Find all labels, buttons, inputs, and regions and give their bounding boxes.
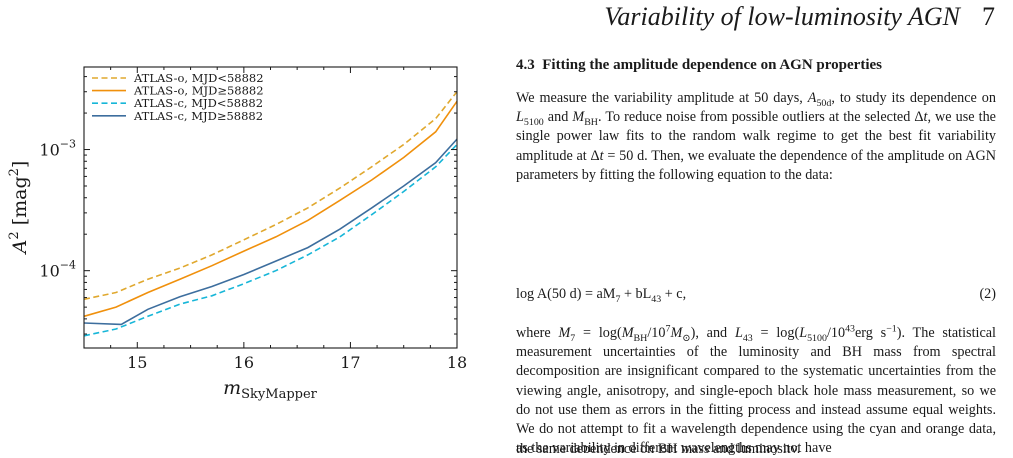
legend-label-1: ATLAS-o, MJD<58882	[133, 71, 264, 85]
text-run: ), and	[690, 325, 735, 341]
text-run: , we use the single power law fits to th…	[516, 109, 996, 164]
symbol: t	[599, 147, 604, 164]
superscript: −1	[886, 323, 897, 335]
y-axis-label: A2 [mag2]	[7, 161, 31, 256]
text-run: erg s	[855, 325, 887, 341]
series-line-4	[83, 138, 458, 326]
y-tick-label: 10−4	[39, 259, 76, 281]
subscript: 7	[570, 332, 576, 344]
superscript: 43	[845, 323, 855, 335]
y-axis-label-base: A	[9, 240, 31, 256]
superscript: 7	[665, 323, 671, 335]
equation-part: log A(50 d) = aM	[516, 286, 616, 302]
equation: log A(50 d) = aM7 + bL43 + c, (2)	[516, 286, 996, 305]
symbol: t	[923, 109, 928, 126]
y-axis-label-sup: 2	[7, 231, 22, 239]
text-run: and	[543, 109, 573, 126]
running-title: Variability of low-luminosity AGN	[604, 2, 960, 31]
x-tick-label: 18	[447, 353, 467, 372]
x-axis-label: mSkyMapper	[223, 377, 318, 402]
series-line-3	[83, 143, 458, 337]
equation-subscript: 43	[651, 293, 662, 305]
x-tick-label: 17	[340, 353, 360, 372]
section-title: Fitting the amplitude dependence on AGN …	[542, 57, 882, 73]
symbol: L	[516, 109, 524, 126]
symbol: M	[572, 109, 585, 126]
series-line-1	[83, 91, 458, 301]
axis-ticks: 15 16 17 18 10−4 10−3	[39, 67, 467, 372]
x-axis-label-sub: SkyMapper	[241, 387, 318, 402]
legend-label-2: ATLAS-o, MJD≥58882	[133, 84, 264, 98]
y-axis-label-unit-sup: 2	[7, 168, 22, 176]
text-run: . To reduce noise from possible outliers…	[597, 109, 924, 126]
text-run: = log(	[575, 325, 622, 341]
symbol: M	[621, 325, 634, 341]
equation-part: + bL	[620, 286, 652, 302]
text-run: the same dependence on BH mass and lumin…	[516, 441, 801, 453]
plot-lines	[83, 91, 458, 337]
symbol: M	[670, 325, 683, 341]
x-axis-label-base: m	[223, 377, 241, 399]
text-run: , to study its dependence on	[831, 90, 996, 106]
y-axis-label-unit: [mag	[9, 176, 31, 231]
subscript: BH	[584, 117, 598, 129]
cut-off-line: the same dependence on BH mass and lumin…	[516, 440, 996, 453]
symbol: L	[799, 325, 808, 341]
equation-subscript: 7	[615, 293, 621, 305]
text-run: where	[516, 325, 559, 341]
text-run: ). The statistical measurement uncertain…	[516, 325, 996, 457]
x-tick-label: 16	[234, 353, 254, 372]
subscript: 5100	[807, 332, 827, 344]
symbol: A	[807, 90, 817, 106]
text-run: /10	[826, 325, 846, 341]
y-tick-label: 10−3	[39, 138, 76, 160]
y-axis-label-close: ]	[9, 161, 31, 168]
section-number: 4.3	[516, 57, 535, 73]
equation-number: (2)	[979, 286, 996, 302]
symbol: L	[734, 325, 743, 341]
equation-part: + c,	[661, 286, 687, 302]
text-run: = log(	[752, 325, 800, 341]
x-tick-label: 15	[127, 353, 147, 372]
subscript: BH	[633, 332, 648, 344]
subscript: ⊙	[682, 332, 691, 344]
text-run: /10	[647, 325, 666, 341]
subscript: 5100	[523, 117, 544, 129]
legend-label-4: ATLAS-c, MJD≥58882	[133, 109, 263, 123]
symbol: M	[558, 325, 571, 341]
paragraph-method: We measure the variability amplitude at …	[516, 89, 996, 185]
page-number: 7	[982, 2, 995, 31]
text-run: = 50 d. Then, we evaluate the dependence…	[516, 147, 996, 183]
series-line-2	[83, 100, 458, 318]
text-run: We measure the variability amplitude at …	[516, 90, 808, 106]
subscript: 43	[742, 332, 753, 344]
paragraph-definitions: where M7 = log(MBH/107M⊙), and L43 = log…	[516, 324, 996, 458]
section-heading: 4.3 Fitting the amplitude dependence on …	[516, 57, 882, 74]
subscript: 50d	[816, 97, 832, 109]
figure: 15 16 17 18 10−4 10−3 ATLAS-o, MJD<58882 ATLAS…	[0, 0, 480, 453]
running-head: Variability of low-luminosity AGN 7	[604, 2, 995, 32]
legend-label-3: ATLAS-c, MJD<58882	[133, 96, 263, 110]
